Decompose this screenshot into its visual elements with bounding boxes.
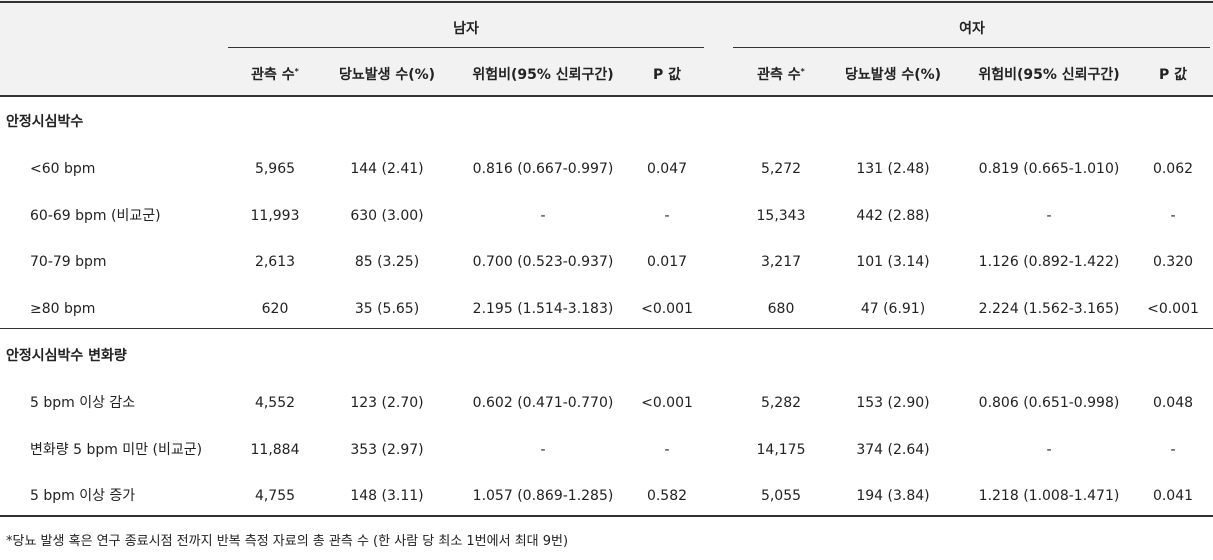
cell-diabetes-male: 35 (5.65): [354, 301, 420, 317]
cell-diabetes-female: 131 (2.48): [856, 161, 930, 177]
cell-obs-female: 3,217: [760, 254, 802, 270]
row-label: 변화량 5 bpm 미만 (비교군): [30, 442, 203, 458]
cell-obs-male: 620: [261, 301, 289, 317]
cell-obs-male: 5,965: [254, 161, 296, 177]
cell-p-female: 0.048: [1152, 395, 1194, 411]
row-label: 5 bpm 이상 증가: [30, 488, 136, 504]
col-header-obs-female: 관측 수*: [757, 67, 805, 83]
cell-p-male: <0.001: [641, 395, 693, 411]
cell-hr-female: 2.224 (1.562-3.165): [978, 301, 1120, 317]
cell-obs-male: 2,613: [254, 254, 296, 270]
cell-diabetes-male: 148 (3.11): [350, 488, 424, 504]
cell-hr-female: 0.806 (0.651-0.998): [978, 395, 1120, 411]
header-rule: [0, 95, 1213, 97]
cell-p-female: -: [1170, 208, 1176, 224]
cell-p-male: -: [664, 442, 670, 458]
cell-hr-female: -: [1046, 208, 1052, 224]
cell-p-female: 0.041: [1152, 488, 1194, 504]
cell-hr-male: 0.602 (0.471-0.770): [472, 395, 614, 411]
cell-obs-female: 5,272: [760, 161, 802, 177]
cell-obs-male: 4,552: [254, 395, 296, 411]
section-title: 안정시심박수: [6, 114, 84, 130]
cell-obs-male: 11,993: [250, 208, 300, 224]
top-rule: [0, 1, 1213, 3]
col-header-p-female: P 값: [1158, 67, 1188, 83]
cell-hr-male: 2.195 (1.514-3.183): [472, 301, 614, 317]
cell-p-male: <0.001: [641, 301, 693, 317]
group-header-male: 남자: [453, 21, 479, 37]
cell-hr-male: 0.816 (0.667-0.997): [472, 161, 614, 177]
cell-hr-male: -: [540, 208, 546, 224]
cell-obs-female: 5,055: [760, 488, 802, 504]
cell-hr-male: 1.057 (0.869-1.285): [472, 488, 614, 504]
col-header-hr-male: 위험비(95% 신뢰구간): [472, 67, 614, 83]
table-header-background: [0, 0, 1213, 96]
cell-p-female: <0.001: [1147, 301, 1199, 317]
col-header-hr-female: 위험비(95% 신뢰구간): [978, 67, 1120, 83]
cell-p-female: 0.320: [1152, 254, 1194, 270]
cell-obs-female: 5,282: [760, 395, 802, 411]
cell-hr-male: -: [540, 442, 546, 458]
cell-diabetes-male: 144 (2.41): [350, 161, 424, 177]
cell-diabetes-female: 47 (6.91): [860, 301, 926, 317]
row-label: 5 bpm 이상 감소: [30, 395, 136, 411]
female-group-rule: [733, 47, 1210, 48]
cell-hr-female: -: [1046, 442, 1052, 458]
cell-diabetes-female: 194 (3.84): [856, 488, 930, 504]
footnote-mark: *: [294, 67, 299, 76]
cell-diabetes-male: 630 (3.00): [350, 208, 424, 224]
section-divider-rule: [0, 328, 1213, 329]
cell-obs-female: 680: [767, 301, 795, 317]
row-label: <60 bpm: [30, 161, 96, 177]
footnote-mark: *: [800, 67, 805, 76]
cell-p-male: 0.017: [646, 254, 688, 270]
cell-hr-female: 0.819 (0.665-1.010): [978, 161, 1120, 177]
cell-p-male: 0.582: [646, 488, 688, 504]
cell-diabetes-female: 374 (2.64): [856, 442, 930, 458]
section-title: 안정시심박수 변화량: [6, 348, 127, 364]
cell-obs-male: 4,755: [254, 488, 296, 504]
male-group-rule: [228, 47, 704, 48]
cell-hr-female: 1.218 (1.008-1.471): [978, 488, 1120, 504]
cell-diabetes-female: 153 (2.90): [856, 395, 930, 411]
cell-obs-male: 11,884: [250, 442, 300, 458]
cell-obs-female: 14,175: [756, 442, 806, 458]
footnote: *당뇨 발생 혹은 연구 종료시점 전까지 반복 측정 자료의 총 관측 수 (…: [6, 534, 569, 549]
cell-diabetes-female: 442 (2.88): [856, 208, 930, 224]
cell-diabetes-female: 101 (3.14): [856, 254, 930, 270]
cell-diabetes-male: 85 (3.25): [354, 254, 420, 270]
cell-p-male: -: [664, 208, 670, 224]
cell-diabetes-male: 353 (2.97): [350, 442, 424, 458]
cell-hr-male: 0.700 (0.523-0.937): [472, 254, 614, 270]
cell-p-female: -: [1170, 442, 1176, 458]
col-header-obs-male: 관측 수*: [251, 67, 299, 83]
col-header-p-male: P 값: [652, 67, 682, 83]
cell-diabetes-male: 123 (2.70): [350, 395, 424, 411]
cell-p-female: 0.062: [1152, 161, 1194, 177]
bottom-rule: [0, 515, 1213, 517]
col-header-diabetes-male: 당뇨발생 수(%): [338, 67, 436, 83]
row-label: ≥80 bpm: [30, 301, 96, 317]
cell-p-male: 0.047: [646, 161, 688, 177]
row-label: 70-79 bpm: [30, 254, 107, 270]
col-header-diabetes-female: 당뇨발생 수(%): [844, 67, 942, 83]
cell-obs-female: 15,343: [756, 208, 806, 224]
row-label: 60-69 bpm (비교군): [30, 208, 161, 224]
cell-hr-female: 1.126 (0.892-1.422): [978, 254, 1120, 270]
group-header-female: 여자: [959, 21, 985, 37]
